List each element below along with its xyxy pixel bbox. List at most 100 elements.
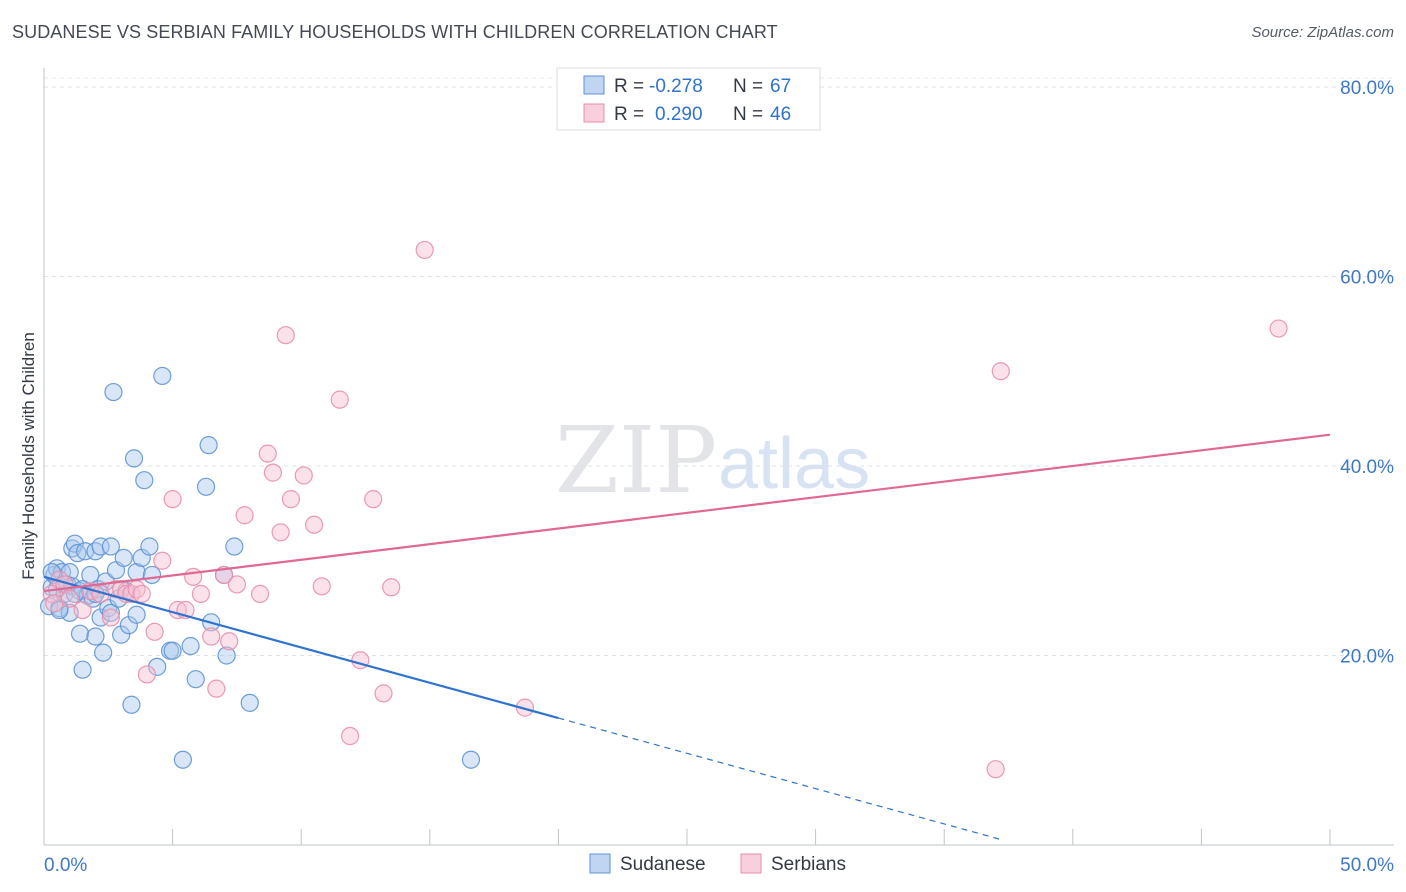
serbians-point: [60, 589, 79, 608]
legend-serbians-swatch: [740, 853, 762, 874]
sudanese-point: [101, 537, 120, 556]
serbians-point: [163, 490, 182, 509]
sudanese-n-label: N =: [733, 76, 763, 97]
serbians-point: [312, 577, 331, 596]
sudanese-trend-line: [43, 575, 559, 720]
x-tick-label-min: 0.0%: [44, 855, 87, 876]
serbians-point: [184, 567, 203, 586]
serbians-point: [101, 608, 120, 627]
serbians-point: [330, 390, 349, 409]
serbians-point: [986, 760, 1005, 779]
serbians-n-label: N =: [733, 104, 763, 125]
serbians-point: [191, 584, 210, 603]
stats-legend: R = -0.278 N = 67 R = 0.290 N = 46: [556, 67, 821, 131]
sudanese-r-value: -0.278: [649, 76, 703, 97]
sudanese-point: [181, 636, 200, 656]
sudanese-point: [240, 693, 259, 712]
y-tick-label: 20.0%: [1340, 646, 1394, 667]
sudanese-point: [91, 608, 110, 627]
series-legend: Sudanese Serbians: [589, 853, 846, 875]
serbians-point: [137, 665, 156, 684]
serbians-point: [382, 578, 401, 597]
sudanese-point: [140, 537, 159, 556]
sudanese-point: [114, 548, 133, 567]
serbians-point: [250, 584, 270, 603]
serbians-point: [304, 515, 324, 534]
sudanese-point: [186, 670, 205, 689]
serbians-trend-line: [43, 433, 1331, 593]
sudanese-point: [81, 565, 100, 585]
serbians-point: [415, 240, 434, 260]
serbians-point: [45, 594, 64, 613]
serbians-r-value: 0.290: [655, 104, 703, 125]
watermark-atlas: atlas: [718, 424, 870, 504]
sudanese-point: [135, 471, 154, 490]
grid: [44, 77, 1394, 656]
sudanese-point: [124, 449, 144, 468]
sudanese-n-value: 67: [770, 76, 791, 97]
sudanese-point: [163, 641, 182, 660]
serbians-point: [276, 326, 295, 345]
serbians-legend-swatch: [583, 103, 605, 123]
sudanese-point: [196, 477, 216, 496]
chart-source: Source: ZipAtlas.com: [1251, 24, 1394, 41]
sudanese-point: [461, 750, 481, 769]
serbians-point: [281, 490, 301, 509]
serbians-point: [220, 632, 239, 651]
serbians-point: [227, 575, 246, 594]
y-tick-label: 40.0%: [1340, 457, 1394, 478]
serbians-point: [294, 466, 313, 485]
sudanese-point: [91, 537, 110, 556]
sudanese-point: [42, 563, 61, 582]
sudanese-point: [173, 750, 192, 769]
serbians-point: [991, 362, 1010, 381]
serbians-point: [263, 463, 283, 482]
sudanese-point: [142, 565, 162, 585]
serbians-point: [1269, 319, 1288, 338]
sudanese-trend-extension: [558, 717, 1001, 841]
sudanese-point: [86, 627, 105, 646]
sudanese-point: [112, 625, 131, 644]
legend-sudanese-swatch: [589, 853, 611, 874]
sudanese-point: [225, 537, 244, 556]
serbians-n-value: 46: [770, 104, 791, 125]
y-axis-label: Family Households with Children: [19, 332, 38, 580]
sudanese-point: [217, 646, 236, 665]
serbians-point: [340, 726, 360, 746]
serbians-point: [271, 523, 290, 542]
sudanese-point: [127, 605, 146, 624]
sudanese-r-label: R =: [614, 76, 644, 97]
watermark-zip: ZIP: [555, 407, 717, 514]
serbians-point: [132, 584, 151, 603]
legend-sudanese-label: Sudanese: [620, 854, 706, 875]
serbians-point: [153, 551, 172, 570]
sudanese-point: [70, 624, 90, 643]
y-tick-label: 60.0%: [1340, 267, 1394, 288]
sudanese-point: [153, 366, 172, 386]
serbians-point: [374, 684, 393, 703]
axes: [43, 68, 1394, 846]
sudanese-point: [101, 603, 120, 622]
serbians-point: [364, 490, 383, 509]
sudanese-point: [148, 657, 167, 676]
y-tick-labels: 20.0% 40.0% 60.0% 80.0%: [1340, 78, 1394, 668]
serbians-point: [145, 622, 164, 641]
serbians-point: [258, 444, 277, 463]
sudanese-point: [199, 436, 218, 455]
serbians-point: [235, 506, 254, 525]
sudanese-point: [94, 643, 113, 662]
serbians-point: [202, 627, 221, 646]
x-tick-label-max: 50.0%: [1340, 855, 1394, 876]
serbians-point: [73, 600, 92, 620]
sudanese-legend-swatch: [583, 75, 605, 95]
chart-title: SUDANESE VS SERBIAN FAMILY HOUSEHOLDS WI…: [12, 22, 778, 42]
sudanese-points: [40, 366, 481, 769]
legend-serbians-label: Serbians: [771, 854, 846, 875]
trend-lines: [43, 433, 1331, 841]
y-tick-label: 80.0%: [1340, 78, 1394, 99]
sudanese-point: [73, 660, 92, 679]
serbians-r-label: R =: [614, 104, 644, 125]
sudanese-point: [104, 382, 123, 402]
sudanese-point: [122, 695, 141, 714]
